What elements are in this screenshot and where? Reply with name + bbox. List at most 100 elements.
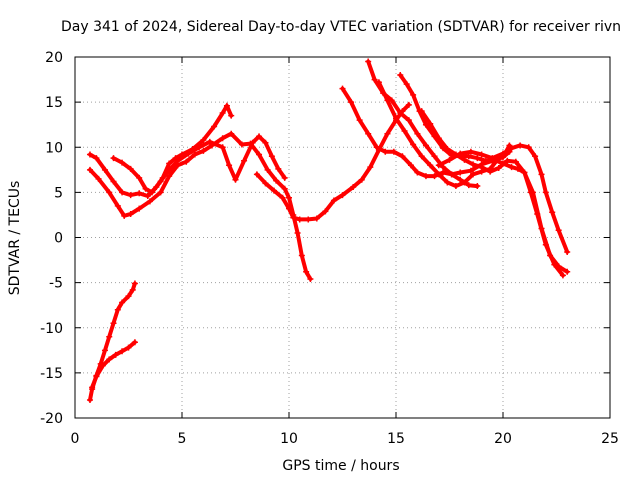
data-point	[241, 157, 248, 164]
data-point	[446, 156, 453, 163]
data-point	[228, 112, 235, 119]
y-tick-label: -20	[40, 411, 63, 427]
data-point	[365, 130, 372, 137]
data-point	[279, 194, 286, 201]
y-tick-label: -10	[40, 321, 63, 337]
data-point	[262, 139, 269, 146]
data-point	[119, 299, 126, 306]
data-point	[121, 212, 128, 219]
data-point	[487, 168, 494, 175]
data-point	[457, 169, 464, 176]
data-point	[114, 306, 121, 313]
data-point	[452, 183, 459, 190]
y-tick-label: 0	[54, 231, 63, 247]
x-tick-label: 15	[387, 431, 405, 447]
data-point	[457, 150, 464, 157]
data-point	[410, 141, 417, 148]
series-line-arc-2	[88, 131, 313, 281]
data-point	[525, 144, 532, 151]
data-point	[262, 180, 269, 187]
data-point	[440, 169, 447, 176]
data-point	[461, 156, 468, 163]
data-point	[500, 150, 506, 157]
data-point	[95, 175, 102, 182]
data-point	[249, 139, 256, 146]
data-point	[112, 351, 119, 358]
data-point	[478, 164, 485, 171]
data-point	[538, 171, 545, 178]
series-line-arc-9	[419, 109, 565, 278]
data-point	[146, 198, 153, 205]
data-point	[489, 155, 496, 162]
data-point	[384, 130, 391, 137]
data-point	[86, 151, 93, 158]
data-point	[322, 208, 329, 215]
data-point	[101, 166, 108, 173]
data-point	[264, 166, 271, 173]
data-point	[157, 178, 164, 185]
data-point	[401, 128, 408, 135]
data-point	[551, 261, 558, 268]
data-point	[106, 356, 113, 363]
data-point	[114, 202, 121, 209]
data-point	[549, 209, 556, 216]
data-point	[495, 165, 502, 172]
data-point	[166, 160, 173, 167]
data-point	[290, 214, 297, 221]
x-tick-label: 25	[601, 431, 619, 447]
data-point	[403, 81, 410, 88]
data-point	[356, 117, 363, 124]
data-point	[382, 148, 389, 155]
data-point	[448, 171, 455, 178]
data-point	[461, 179, 468, 186]
data-point	[422, 173, 429, 180]
data-point	[238, 141, 245, 148]
data-point	[185, 150, 192, 157]
y-axis-label: SDTVAR / TECUs	[7, 181, 23, 296]
data-point	[397, 72, 404, 79]
data-point	[303, 268, 310, 275]
y-tick-label: 15	[45, 95, 63, 111]
data-point	[110, 178, 117, 185]
data-point	[294, 229, 301, 236]
data-point	[390, 148, 397, 155]
data-point	[136, 190, 143, 197]
data-point	[196, 144, 203, 151]
data-point	[93, 373, 100, 380]
data-point	[375, 79, 382, 86]
data-point	[435, 135, 442, 142]
y-tick-label: -15	[40, 366, 63, 382]
data-point	[223, 102, 230, 109]
series-line-arc-4	[254, 102, 411, 222]
data-point	[305, 216, 312, 223]
data-point	[127, 211, 134, 218]
data-point	[142, 185, 149, 192]
data-point	[89, 384, 96, 391]
data-point	[125, 293, 132, 300]
data-point	[129, 286, 136, 293]
data-point	[219, 144, 226, 151]
data-point	[281, 185, 288, 192]
data-point	[136, 205, 143, 212]
data-point	[101, 347, 108, 354]
data-point	[275, 165, 282, 172]
x-tick-label: 5	[178, 431, 187, 447]
y-tick-label: 5	[54, 185, 63, 201]
data-point	[399, 153, 406, 160]
data-point	[219, 135, 226, 142]
data-point	[444, 179, 451, 186]
data-point	[307, 276, 314, 283]
data-point	[444, 146, 451, 153]
data-point	[393, 115, 399, 122]
data-point	[286, 194, 292, 201]
data-point	[405, 101, 412, 108]
data-point	[144, 192, 151, 199]
y-tick-label: 20	[45, 50, 63, 66]
data-point	[174, 157, 181, 164]
series-line-arc-3	[111, 134, 287, 195]
data-point	[330, 197, 337, 204]
series-group	[86, 58, 571, 403]
data-point	[281, 174, 288, 181]
data-point	[384, 97, 391, 104]
data-point	[414, 169, 421, 176]
